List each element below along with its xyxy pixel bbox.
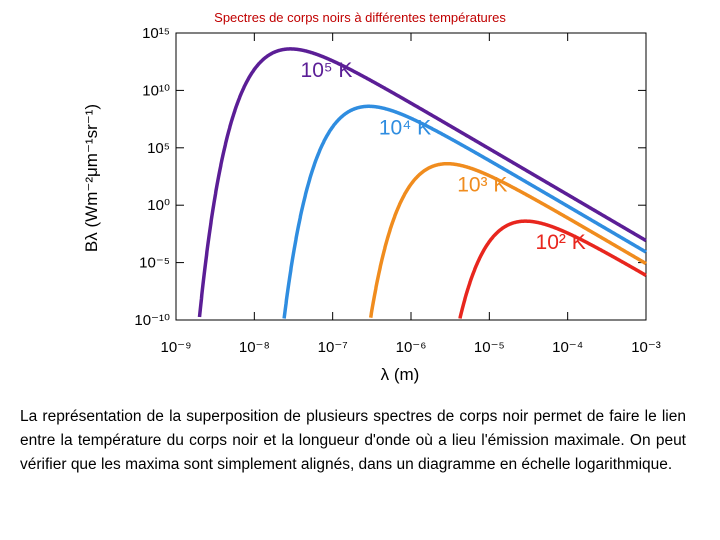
y-tick-label: 10⁵ — [147, 140, 170, 157]
series-curve — [282, 104, 648, 319]
x-tick-label: 10⁻⁷ — [318, 339, 348, 356]
y-axis-label: Bλ (Wm⁻²μm⁻¹sr⁻¹) — [82, 104, 101, 252]
series-curve — [368, 161, 648, 318]
x-tick-label: 10⁻⁶ — [396, 339, 427, 356]
series-label: 10² K — [536, 231, 586, 254]
series-label: 10³ K — [457, 174, 507, 197]
x-tick-label: 10⁻⁸ — [239, 339, 270, 356]
series-curve — [197, 47, 648, 318]
plot-frame — [175, 32, 647, 321]
caption-paragraph: La représentation de la superposition de… — [20, 408, 686, 473]
series-label: 10⁴ K — [379, 116, 431, 139]
blackbody-chart: 10¹⁵ 10¹⁰ 10⁵ 10⁰ 10⁻⁵ 10⁻¹⁰ 10⁻⁹ 10⁻⁸ 10⁻⁷ 10⁻⁶… — [82, 25, 661, 384]
x-tick-label: 10⁻⁹ — [160, 339, 191, 356]
x-axis-label: λ (m) — [381, 365, 420, 384]
y-tick-label: 10¹⁵ — [142, 25, 170, 42]
y-tick-label: 10⁻¹⁰ — [134, 312, 170, 329]
series-label: 10⁵ K — [301, 59, 353, 82]
x-tick-label: 10⁻⁴ — [552, 339, 583, 356]
x-tick-label: 10⁻³ — [631, 339, 661, 356]
y-tick-label: 10¹⁰ — [142, 82, 170, 99]
chart-title: Spectres de corps noirs à différentes te… — [214, 10, 506, 25]
y-tick-label: 10⁰ — [147, 197, 170, 214]
series-curve — [458, 219, 648, 319]
y-tick-label: 10⁻⁵ — [139, 255, 170, 272]
x-tick-label: 10⁻⁵ — [474, 339, 505, 356]
